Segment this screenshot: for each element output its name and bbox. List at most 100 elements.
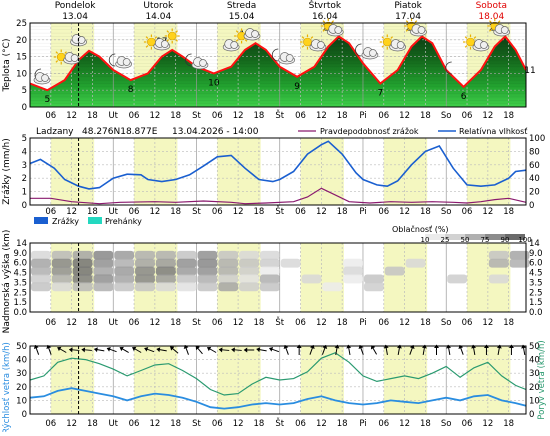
wind-hour-label: St (192, 419, 201, 429)
precip-ytick-right: 20 (529, 188, 540, 198)
arrow-head (57, 346, 62, 352)
day-date: 13.04 (62, 12, 88, 22)
wind-daylight (50, 346, 95, 414)
cloud-hour-label: 06 (45, 318, 56, 328)
precip-hour-label: Št (275, 205, 284, 217)
cloud-ytick: 1.5 (13, 298, 27, 308)
temp-ytick: 0 (22, 103, 27, 113)
wind-arrow (396, 344, 402, 356)
cloud-cell (93, 282, 114, 292)
arrow-head (119, 346, 124, 352)
wind-daylight (300, 346, 344, 414)
sun-ray (464, 45, 468, 48)
sun-ray (166, 39, 170, 42)
cloud-ytick: 14 (16, 239, 27, 249)
cloud-cell (239, 250, 259, 260)
temp-hour-label: 18 (337, 111, 348, 121)
temp-hour-label: 06 (378, 111, 389, 121)
cloud-puff (417, 26, 426, 34)
temp-min-label: 5 (44, 95, 50, 105)
cloud-cell (93, 258, 114, 268)
cloud-cell (155, 266, 176, 276)
cloud-cell (218, 258, 239, 268)
cloud-cell (363, 282, 384, 292)
cloud-cell (176, 258, 197, 268)
wind-arrow (93, 347, 105, 353)
cloud-cell (488, 258, 509, 268)
cloud-cell (197, 282, 218, 292)
temp-hour-label: 18 (503, 111, 514, 121)
cloud-puff (285, 54, 294, 62)
temp-end-label: 11 (524, 66, 535, 76)
cloud-icon (278, 52, 296, 65)
cloud-legend-tick: 10 (421, 236, 430, 244)
temp-min-label: 9 (294, 82, 300, 92)
temp-hour-label: Pi (359, 111, 366, 121)
day-name: Utorok (143, 1, 174, 11)
sun-ray (235, 39, 239, 42)
wind-arrow (421, 344, 427, 356)
cloud-cell (93, 250, 114, 260)
temp-hour-label: 18 (87, 111, 98, 121)
cloud-puff (334, 26, 343, 34)
cloud-cell (31, 274, 51, 284)
cloud-hour-label: 18 (254, 318, 265, 328)
temp-hour-label: So (441, 111, 452, 121)
temp-min-label: 6 (461, 92, 467, 102)
cloud-cell (135, 266, 155, 276)
wind-hour-label: 18 (170, 419, 181, 429)
arrow-head (206, 346, 212, 352)
cloud-hour-label: Ut (108, 318, 118, 328)
cloud-cell (93, 266, 114, 276)
precip-daylight (467, 138, 511, 205)
cloud-cell (135, 250, 155, 260)
arrow-head (218, 347, 223, 353)
temp-hour-label: 06 (45, 111, 56, 121)
wind-arrow (170, 346, 179, 354)
wind-hour-label: 06 (378, 419, 389, 429)
sun-disc (167, 31, 177, 41)
precip-ytick-right: 40 (529, 174, 540, 184)
precip-hour-label: St (192, 207, 201, 217)
wind-arrow (57, 346, 67, 353)
cloud-daylight (383, 243, 428, 312)
sun-ray (235, 30, 239, 33)
precip-daylight (217, 138, 261, 205)
precip-hour-label: 06 (45, 207, 56, 217)
cloud-hour-label: 18 (420, 318, 431, 328)
precip-ytick: 4 (22, 147, 27, 157)
precip-hour-label: So (441, 207, 452, 217)
cloud-ytick: 6.0 (13, 259, 27, 269)
sun-ray (381, 36, 385, 39)
sun-ray (489, 20, 492, 23)
precip-hour-label: 06 (212, 207, 223, 217)
wind-hour-label: 12 (233, 419, 244, 429)
cloud-cell (488, 274, 509, 284)
sun-ray (414, 20, 418, 23)
cloud-icon (63, 52, 80, 65)
cloud-cell (280, 258, 301, 268)
sun-ray (322, 20, 326, 23)
wind-arrow (521, 344, 527, 356)
precip-hour-label: 06 (129, 207, 140, 217)
wind-hour-label: 18 (337, 419, 348, 429)
cloud-cell (239, 266, 259, 276)
timestamp-label: 13.04.2026 - 14:00 (172, 127, 259, 137)
wind-hour-label: So (441, 419, 452, 429)
precip-ytick: 1 (22, 188, 27, 198)
legend-rain-swatch (34, 217, 48, 224)
cloud-hour-label: 12 (66, 318, 77, 328)
wind-line (29, 387, 527, 410)
cloud-hour-label: 06 (212, 318, 223, 328)
temp-hour-label: 06 (462, 111, 473, 121)
wind-ytick: 40 (16, 356, 27, 366)
wind-arrow (144, 346, 155, 353)
cloud-hour-label: St (192, 318, 201, 328)
cloud-cell (509, 250, 530, 260)
arrow-head (521, 344, 527, 349)
cloud-icon (191, 57, 209, 70)
cloud-legend-swatch (445, 234, 465, 240)
wind-arrow (269, 346, 280, 353)
wind-arrow (106, 346, 117, 353)
cloud-icon (115, 56, 133, 69)
